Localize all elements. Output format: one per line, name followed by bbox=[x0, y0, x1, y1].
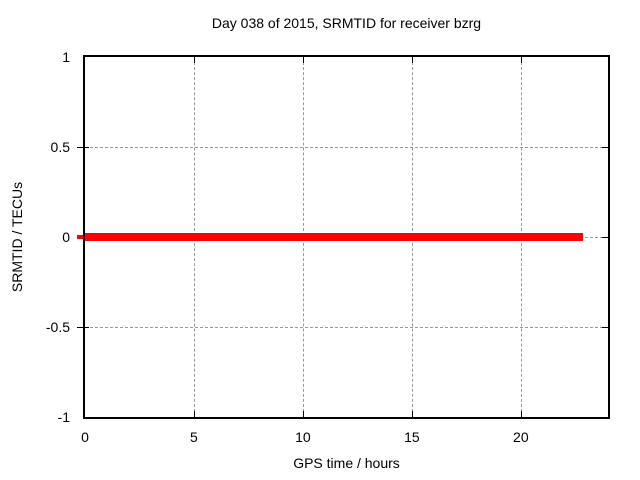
x-tick-mark-bottom bbox=[302, 411, 304, 417]
y-tick-mark-right bbox=[602, 147, 608, 148]
x-tick-label: 20 bbox=[513, 429, 529, 445]
series-line-srmtid bbox=[85, 233, 583, 241]
x-tick-label: 15 bbox=[404, 429, 420, 445]
y-tick-mark-left bbox=[77, 327, 89, 328]
x-tick-mark-top bbox=[193, 57, 195, 63]
y-tick-label: 0 bbox=[62, 229, 70, 245]
x-tick-mark-top bbox=[411, 57, 413, 63]
y-tick-mark-right bbox=[602, 237, 608, 238]
x-tick-mark-bottom bbox=[411, 411, 413, 417]
y-tick-mark-left bbox=[77, 237, 89, 238]
y-tick-label: -0.5 bbox=[45, 319, 70, 335]
y-tick-label: -1 bbox=[57, 409, 70, 425]
x-tick-mark-bottom bbox=[193, 411, 195, 417]
grid-line-horizontal bbox=[85, 327, 608, 328]
x-tick-mark-top bbox=[302, 57, 304, 63]
series-line-start-cap bbox=[77, 235, 83, 239]
x-tick-mark-bottom bbox=[520, 411, 522, 417]
y-tick-mark-left bbox=[77, 147, 89, 148]
x-tick-label: 0 bbox=[81, 429, 89, 445]
chart-title: Day 038 of 2015, SRMTID for receiver bzr… bbox=[211, 15, 482, 31]
x-tick-label: 5 bbox=[190, 429, 198, 445]
x-tick-mark-top bbox=[520, 57, 522, 63]
y-tick-label: 1 bbox=[62, 49, 70, 65]
y-tick-mark-right bbox=[602, 327, 608, 328]
x-tick-label: 10 bbox=[295, 429, 311, 445]
x-axis-label: GPS time / hours bbox=[293, 455, 400, 471]
grid-line-horizontal bbox=[85, 147, 608, 148]
plot-area bbox=[77, 55, 610, 419]
y-axis-label: SRMTID / TECUs bbox=[9, 181, 25, 293]
y-tick-label: 0.5 bbox=[50, 139, 70, 155]
